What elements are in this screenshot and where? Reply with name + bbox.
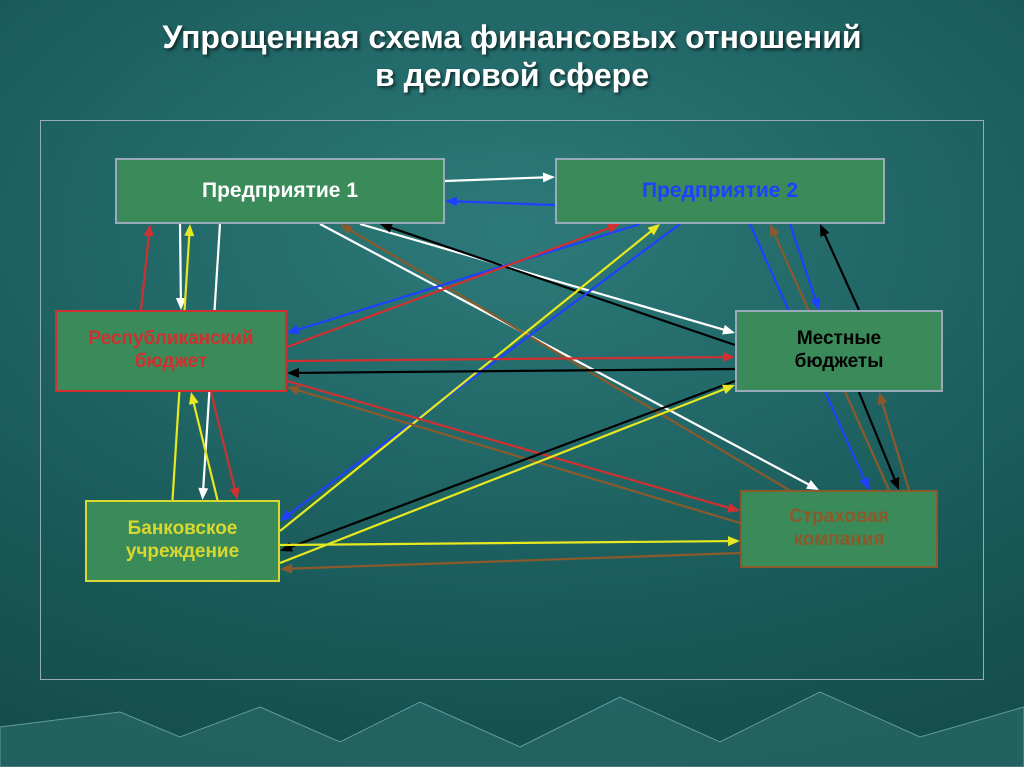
title-line-1: Упрощенная схема финансовых отношений: [162, 19, 861, 55]
slide: Упрощенная схема финансовых отношений в …: [0, 0, 1024, 767]
node-bank: Банковскоеучреждение: [85, 500, 280, 582]
node-ent2: Предприятие 2: [555, 158, 885, 224]
slide-title: Упрощенная схема финансовых отношений в …: [0, 18, 1024, 95]
node-ent1: Предприятие 1: [115, 158, 445, 224]
node-insur: Страховаякомпания: [740, 490, 938, 568]
title-line-2: в деловой сфере: [375, 57, 649, 93]
node-repbud: Республиканскийбюджет: [55, 310, 287, 392]
node-locbud: Местныебюджеты: [735, 310, 943, 392]
